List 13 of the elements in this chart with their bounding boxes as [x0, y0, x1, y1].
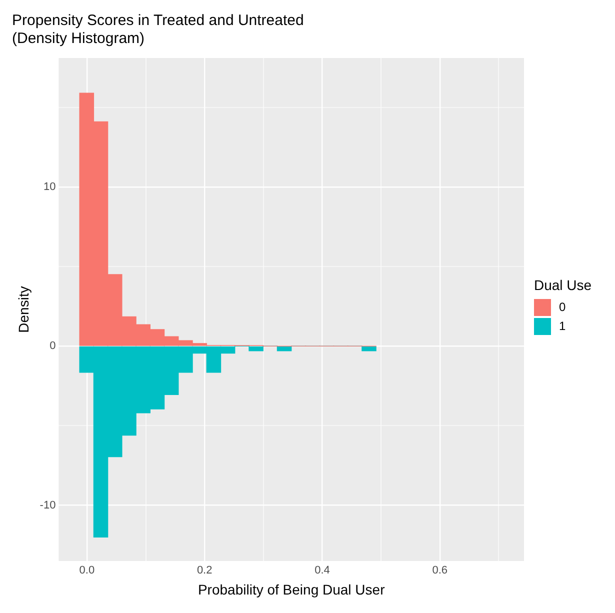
x-tick-label: 0.2 [196, 564, 212, 577]
y-axis-title: Density [15, 286, 32, 333]
y-tick-label: -10 [40, 499, 56, 512]
x-tick-label: 0.4 [314, 564, 330, 577]
chart-title: Propensity Scores in Treated and Untreated (Density Histogram) [12, 12, 304, 48]
legend-label: 0 [559, 300, 566, 314]
x-tick-label: 0.0 [79, 564, 95, 577]
x-tick-label: 0.6 [432, 564, 448, 577]
legend-label: 1 [559, 319, 566, 333]
x-axis-title: Probability of Being Dual User [198, 581, 386, 598]
y-tick-label: 0 [50, 340, 56, 352]
legend-title: Dual Use [534, 276, 593, 292]
y-tick-label: 10 [43, 180, 56, 193]
